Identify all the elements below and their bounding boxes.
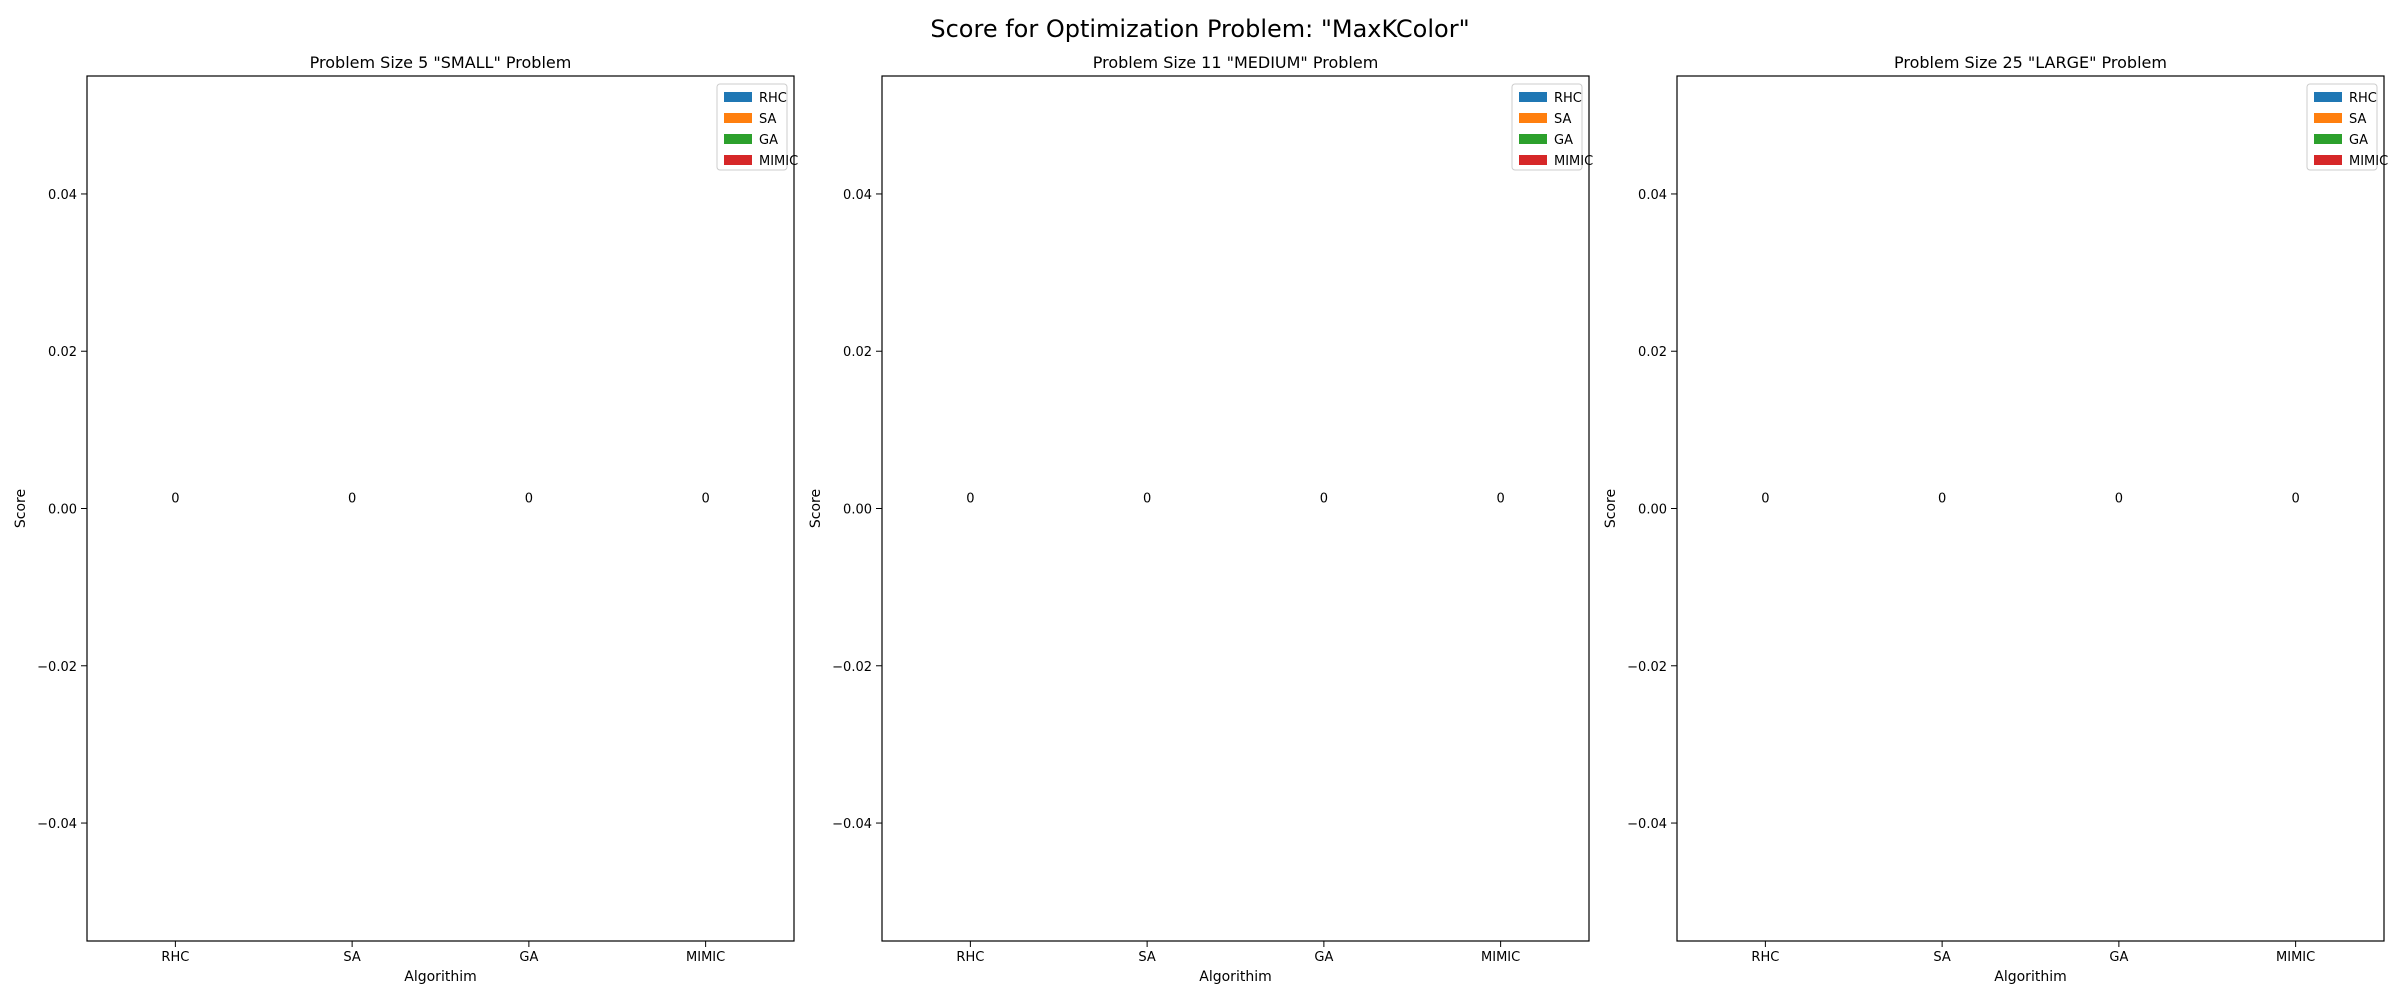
legend-swatch-mimic [2314, 155, 2342, 165]
legend-entry-mimic: MIMIC [1554, 154, 1593, 169]
legend-entry-ga: GA [1554, 133, 1573, 148]
legend-entry-mimic: MIMIC [759, 154, 798, 169]
x-tick-label: SA [1933, 950, 1950, 965]
legend-swatch-rhc [2314, 92, 2342, 102]
legend-entry-sa: SA [759, 112, 776, 127]
legend-box [716, 83, 788, 171]
y-tick-label: 0.02 [1638, 345, 1667, 360]
axes-frame [86, 75, 795, 942]
x-tick-label: RHC [956, 950, 984, 965]
legend-swatch-ga [724, 134, 752, 144]
y-tick-label: −0.04 [1627, 817, 1667, 832]
y-tick-label: −0.02 [832, 660, 872, 675]
figure-suptitle: Score for Optimization Problem: "MaxKCol… [930, 15, 1469, 43]
legend-entry-sa: SA [2349, 112, 2366, 127]
legend-swatch-sa [724, 113, 752, 123]
data-label: 0 [1938, 492, 1946, 507]
subplot-3: Problem Size 25 "LARGE" Problem 0 0 0 0 −0.04… [1603, 53, 2388, 985]
x-axis-label: Algorithim [404, 969, 476, 985]
legend: RHC SA GA MIMIC [716, 83, 798, 171]
legend: RHC SA GA MIMIC [1511, 83, 1593, 171]
legend-entry-sa: SA [1554, 112, 1571, 127]
data-label: 0 [171, 492, 179, 507]
legend-swatch-rhc [1519, 92, 1547, 102]
legend-entry-rhc: RHC [1554, 91, 1582, 106]
y-tick-label: 0.00 [48, 503, 77, 518]
x-tick-label: RHC [1751, 950, 1779, 965]
legend-entry-rhc: RHC [759, 91, 787, 106]
data-label: 0 [2291, 492, 2299, 507]
x-tick-label: GA [519, 950, 538, 965]
legend-swatch-rhc [724, 92, 752, 102]
subplot-title: Problem Size 11 "MEDIUM" Problem [1093, 53, 1379, 72]
y-axis-label: Score [808, 489, 824, 528]
y-tick-label: 0.00 [843, 503, 872, 518]
axes-frame [881, 75, 1590, 942]
legend-entry-mimic: MIMIC [2349, 154, 2388, 169]
y-tick-label: −0.02 [1627, 660, 1667, 675]
y-tick-label: 0.04 [48, 188, 77, 203]
y-tick-label: 0.02 [843, 345, 872, 360]
data-label: 0 [966, 492, 974, 507]
x-tick-label: SA [1138, 950, 1155, 965]
legend-swatch-ga [1519, 134, 1547, 144]
x-axis-label: Algorithim [1199, 969, 1271, 985]
legend-entry-ga: GA [759, 133, 778, 148]
data-label: 0 [1143, 492, 1151, 507]
y-tick-label: −0.02 [37, 660, 77, 675]
data-label: 0 [525, 492, 533, 507]
subplot-title: Problem Size 5 "SMALL" Problem [310, 53, 572, 72]
x-tick-label: MIMIC [686, 950, 725, 965]
x-tick-label: MIMIC [2276, 950, 2315, 965]
y-axis-label: Score [13, 489, 29, 528]
data-label: 0 [1496, 492, 1504, 507]
data-label: 0 [348, 492, 356, 507]
subplot-title: Problem Size 25 "LARGE" Problem [1894, 53, 2167, 72]
y-axis-label: Score [1603, 489, 1619, 528]
axes-frame [1676, 75, 2385, 942]
x-tick-label: SA [343, 950, 360, 965]
y-tick-label: 0.00 [1638, 503, 1667, 518]
y-tick-label: 0.04 [843, 188, 872, 203]
legend-box [2306, 83, 2378, 171]
legend-swatch-ga [2314, 134, 2342, 144]
legend-entry-ga: GA [2349, 133, 2368, 148]
legend-box [1511, 83, 1583, 171]
x-tick-label: GA [2109, 950, 2128, 965]
x-axis-label: Algorithim [1994, 969, 2066, 985]
y-tick-label: 0.04 [1638, 188, 1667, 203]
legend-swatch-mimic [1519, 155, 1547, 165]
subplot-2: Problem Size 11 "MEDIUM" Problem 0 0 0 0 −0.0… [808, 53, 1593, 985]
legend-entry-rhc: RHC [2349, 91, 2377, 106]
legend-swatch-sa [2314, 113, 2342, 123]
x-tick-label: MIMIC [1481, 950, 1520, 965]
data-label: 0 [1761, 492, 1769, 507]
legend: RHC SA GA MIMIC [2306, 83, 2388, 171]
y-tick-label: −0.04 [37, 817, 77, 832]
legend-swatch-mimic [724, 155, 752, 165]
x-tick-label: RHC [161, 950, 189, 965]
data-label: 0 [701, 492, 709, 507]
data-label: 0 [1320, 492, 1328, 507]
x-tick-label: GA [1314, 950, 1333, 965]
y-tick-label: 0.02 [48, 345, 77, 360]
y-tick-label: −0.04 [832, 817, 872, 832]
legend-swatch-sa [1519, 113, 1547, 123]
subplot-1: Problem Size 5 "SMALL" Problem 0 0 0 0 −0.04 −… [13, 53, 798, 985]
data-label: 0 [2115, 492, 2123, 507]
